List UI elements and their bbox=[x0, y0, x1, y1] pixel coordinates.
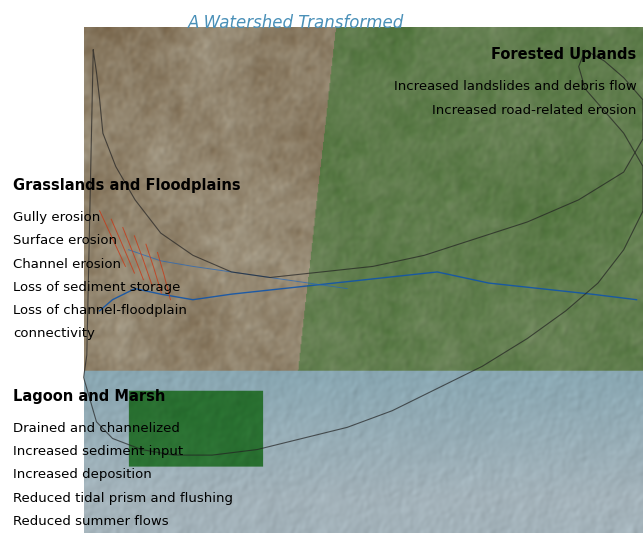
Text: Drained and channelized: Drained and channelized bbox=[13, 422, 180, 435]
Text: Increased deposition: Increased deposition bbox=[13, 468, 152, 481]
Text: Reduced summer flows: Reduced summer flows bbox=[13, 515, 168, 528]
Text: Gully erosion: Gully erosion bbox=[13, 211, 100, 224]
Text: Increased sediment input: Increased sediment input bbox=[13, 445, 183, 458]
Text: connectivity: connectivity bbox=[13, 327, 95, 340]
Text: Forested Uplands: Forested Uplands bbox=[491, 47, 637, 62]
Text: Reduced tidal prism and flushing: Reduced tidal prism and flushing bbox=[13, 492, 233, 504]
Text: Channel erosion: Channel erosion bbox=[13, 258, 121, 270]
Text: Increased landslides and debris flow: Increased landslides and debris flow bbox=[394, 80, 637, 93]
Text: A Watershed Transformed: A Watershed Transformed bbox=[188, 14, 404, 32]
Text: Increased road-related erosion: Increased road-related erosion bbox=[432, 104, 637, 117]
Text: Loss of channel-floodplain: Loss of channel-floodplain bbox=[13, 304, 186, 317]
Text: Loss of sediment storage: Loss of sediment storage bbox=[13, 281, 180, 294]
Text: Surface erosion: Surface erosion bbox=[13, 234, 117, 247]
Text: Lagoon and Marsh: Lagoon and Marsh bbox=[13, 388, 165, 403]
Text: Grasslands and Floodplains: Grasslands and Floodplains bbox=[13, 178, 240, 193]
